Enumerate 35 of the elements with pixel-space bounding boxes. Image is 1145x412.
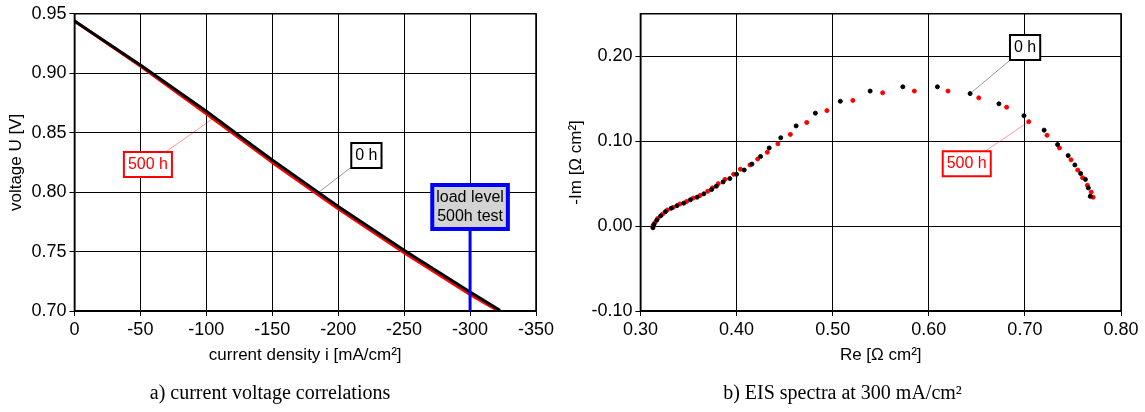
x-tick-label: 0.60 bbox=[911, 318, 947, 339]
text: a) current voltage correlations bbox=[149, 381, 391, 405]
x-tick-label: -50 bbox=[127, 318, 154, 339]
x-tick-label: -100 bbox=[188, 318, 225, 339]
x-tick-label: 0.40 bbox=[719, 318, 755, 339]
y-tick-label: 0.85 bbox=[31, 121, 67, 142]
x-axis-title: Re [Ω cm²] bbox=[839, 345, 922, 365]
y-tick-label: 0.20 bbox=[597, 45, 633, 66]
x-tick-label: -350 bbox=[517, 318, 555, 339]
y-tick-label: 0.90 bbox=[31, 62, 67, 83]
text: 500 h bbox=[946, 154, 987, 172]
y-tick-label: 0.80 bbox=[31, 181, 67, 202]
x-tick-label: -250 bbox=[386, 318, 423, 339]
x-tick-label: -300 bbox=[452, 318, 489, 339]
text: b) EIS spectra at 300 mA/cm² bbox=[723, 381, 962, 405]
y-tick-label: 0.95 bbox=[31, 2, 67, 23]
y-tick-label: 0.75 bbox=[31, 240, 67, 261]
x-tick-label: 0.30 bbox=[622, 318, 658, 339]
text: 500 h bbox=[127, 154, 168, 172]
y-tick-label: 0.10 bbox=[597, 130, 633, 151]
text: 0 h bbox=[1013, 38, 1037, 56]
x-axis-title: current density i [mA/cm²] bbox=[208, 345, 402, 365]
y-tick-label: 0.70 bbox=[31, 299, 67, 320]
y-tick-label: -0.10 bbox=[591, 299, 633, 320]
x-tick-label: 0.70 bbox=[1007, 318, 1043, 339]
ref-line-label: load level 500h test bbox=[436, 187, 504, 224]
x-tick-label: -200 bbox=[320, 318, 357, 339]
y-axis-title: voltage U [V] bbox=[5, 113, 25, 212]
x-tick-label: -150 bbox=[254, 318, 291, 339]
y-tick-label: 0.00 bbox=[597, 215, 633, 236]
x-tick-label: 0 bbox=[69, 318, 80, 339]
x-tick-label: 0.50 bbox=[815, 318, 851, 339]
x-tick-label: 0.80 bbox=[1103, 318, 1139, 339]
text: 0 h bbox=[355, 145, 378, 163]
y-axis-title: -Im [Ω cm²] bbox=[565, 120, 585, 205]
